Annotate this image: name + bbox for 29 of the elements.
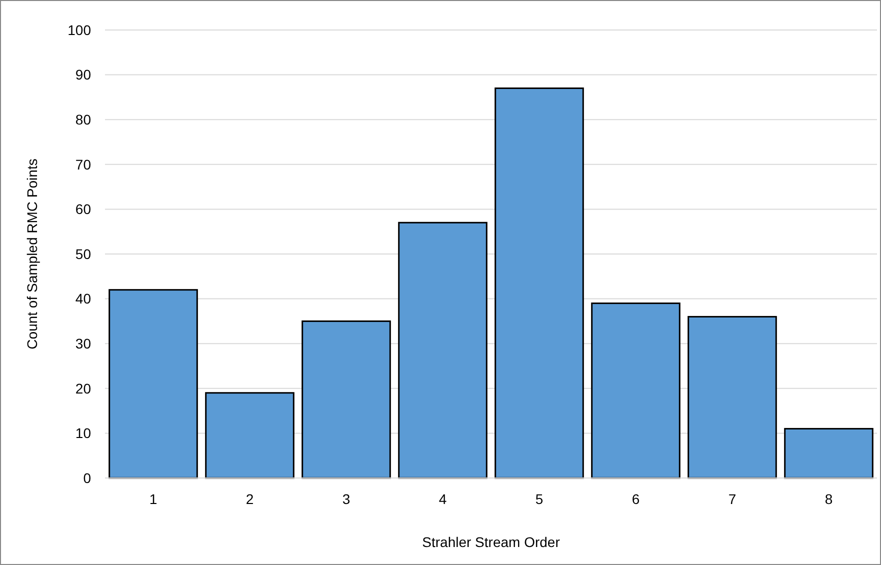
y-tick-label: 20 bbox=[75, 380, 92, 396]
y-tick-label: 80 bbox=[75, 112, 92, 128]
x-tick-label: 5 bbox=[535, 491, 544, 507]
y-tick-label: 70 bbox=[75, 156, 92, 172]
y-axis-title: Count of Sampled RMC Points bbox=[24, 158, 40, 350]
x-tick-label: 1 bbox=[149, 491, 158, 507]
y-tick-label: 90 bbox=[75, 66, 92, 83]
y-tick-label: 10 bbox=[75, 425, 92, 442]
bar bbox=[398, 222, 488, 479]
y-tick-label: 40 bbox=[75, 290, 92, 307]
y-tick-label: 0 bbox=[83, 470, 92, 486]
y-tick-label: 30 bbox=[75, 336, 92, 352]
x-tick-label: 2 bbox=[246, 491, 254, 507]
bar bbox=[494, 87, 584, 479]
y-tick-label: 50 bbox=[75, 246, 92, 262]
y-tick-label: 100 bbox=[68, 22, 92, 38]
x-tick-label: 4 bbox=[438, 491, 447, 507]
bar bbox=[205, 392, 294, 479]
bar bbox=[108, 289, 198, 479]
bar bbox=[784, 428, 874, 479]
bar bbox=[302, 320, 391, 479]
x-tick-label: 6 bbox=[632, 491, 640, 507]
bar bbox=[591, 302, 680, 479]
bar bbox=[688, 316, 777, 479]
x-tick-label: 8 bbox=[824, 491, 833, 507]
x-axis-title: Strahler Stream Order bbox=[422, 534, 560, 550]
y-tick-label: 60 bbox=[75, 201, 92, 218]
x-tick-label: 7 bbox=[728, 491, 736, 507]
x-tick-label: 3 bbox=[342, 491, 350, 507]
